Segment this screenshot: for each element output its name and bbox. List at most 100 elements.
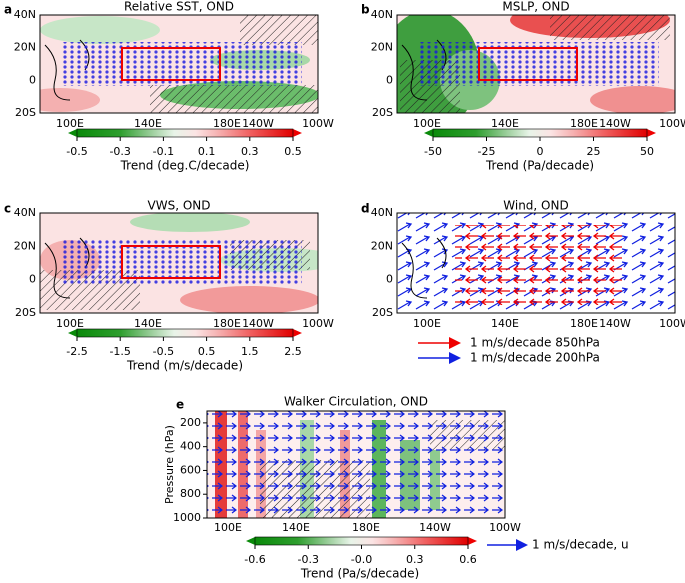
colorbar-label: Trend (Pa/decade) bbox=[485, 159, 594, 173]
colorbar-tick-label: 0 bbox=[537, 145, 544, 158]
lon-label: 100E bbox=[413, 117, 441, 130]
lon-label: 140E bbox=[282, 521, 310, 534]
map-frame bbox=[39, 212, 319, 314]
legend-label: 1 m/s/decade, u bbox=[532, 538, 629, 552]
map-frame bbox=[396, 212, 676, 314]
colorbar-tick-label: 0.1 bbox=[198, 145, 216, 158]
lon-label: 140E bbox=[491, 317, 519, 330]
colorbar-label: Trend (m/s/decade) bbox=[126, 359, 243, 373]
section-field bbox=[207, 411, 505, 518]
colorbar-tick-label: -2.5 bbox=[66, 345, 87, 358]
lon-label: 180E bbox=[352, 521, 380, 534]
map-field bbox=[40, 213, 318, 313]
lon-label: 100W bbox=[659, 117, 685, 130]
colorbar-tick-label: -0.5 bbox=[153, 345, 174, 358]
lat-label: 40N bbox=[371, 206, 393, 219]
lon-label: 180E bbox=[570, 317, 598, 330]
lon-label: 140W bbox=[242, 117, 274, 130]
lon-label: 140E bbox=[134, 317, 162, 330]
lon-label: 140E bbox=[134, 117, 162, 130]
lat-label: 0 bbox=[29, 273, 36, 286]
lat-label: 0 bbox=[29, 73, 36, 86]
colorbar-tick-label: -0.3 bbox=[109, 145, 130, 158]
y-tick-label: 800 bbox=[180, 487, 201, 500]
lat-label: 20N bbox=[14, 239, 36, 252]
colorbar-tick-label: 0.3 bbox=[241, 145, 259, 158]
legend-arrows bbox=[418, 337, 528, 551]
panel-label: b bbox=[361, 3, 370, 17]
colorbar-tick-label: 25 bbox=[587, 145, 601, 158]
y-tick-label: 600 bbox=[180, 463, 201, 476]
lon-label: 100E bbox=[413, 317, 441, 330]
colorbar-tick-label: -0.5 bbox=[66, 145, 87, 158]
lat-label: 0 bbox=[386, 73, 393, 86]
lat-label: 20N bbox=[371, 239, 393, 252]
lon-label: 180E bbox=[213, 117, 241, 130]
panel-title: Relative SST, OND bbox=[124, 0, 234, 14]
lon-label: 100E bbox=[56, 317, 84, 330]
lon-label: 140W bbox=[242, 317, 274, 330]
lat-label: 40N bbox=[14, 8, 36, 21]
colorbar-tick-label: -50 bbox=[424, 145, 442, 158]
y-tick-label: 200 bbox=[180, 416, 201, 429]
colorbar-tick-label: -0.0 bbox=[351, 553, 372, 566]
lon-label: 100E bbox=[214, 521, 242, 534]
map-frame bbox=[206, 410, 506, 519]
lat-label: 20S bbox=[372, 106, 393, 119]
panel-title: Walker Circulation, OND bbox=[284, 395, 428, 409]
lat-label: 40N bbox=[371, 8, 393, 21]
y-tick-label: 1000 bbox=[173, 511, 201, 524]
colorbar-tick-label: 0.5 bbox=[198, 345, 216, 358]
legend-label: 1 m/s/decade 850hPa bbox=[470, 336, 600, 350]
panel-title: Wind, OND bbox=[503, 199, 568, 213]
panel-label: a bbox=[4, 3, 12, 17]
lon-label: 100E bbox=[56, 117, 84, 130]
colorbar-tick-label: 50 bbox=[640, 145, 654, 158]
colorbar-tick-label: -0.3 bbox=[298, 553, 319, 566]
lon-label: 180E bbox=[213, 317, 241, 330]
lon-label: 100W bbox=[302, 117, 334, 130]
lon-label: 140W bbox=[599, 317, 631, 330]
lat-label: 20S bbox=[15, 106, 36, 119]
colorbar-tick-label: -1.5 bbox=[109, 345, 130, 358]
colorbar-tick-label: -0.1 bbox=[153, 145, 174, 158]
map-field bbox=[397, 15, 675, 113]
map-field bbox=[40, 15, 318, 113]
colorbar-tick-label: 1.5 bbox=[241, 345, 259, 358]
lat-label: 20S bbox=[372, 306, 393, 319]
panel-label: d bbox=[361, 202, 370, 216]
colorbar-frame bbox=[76, 128, 294, 138]
colorbar-tick-label: 2.5 bbox=[284, 345, 302, 358]
panel-title: VWS, OND bbox=[148, 199, 211, 213]
colorbar-frame bbox=[76, 328, 294, 338]
lon-label: 140W bbox=[419, 521, 451, 534]
colorbar-tick-label: 0.5 bbox=[284, 145, 302, 158]
colorbar-tick-label: -25 bbox=[478, 145, 496, 158]
y-tick-label: 400 bbox=[180, 440, 201, 453]
colorbar-tick-label: 0.6 bbox=[459, 553, 477, 566]
lon-label: 100W bbox=[489, 521, 521, 534]
map-frame bbox=[396, 14, 676, 114]
lon-label: 140E bbox=[491, 117, 519, 130]
colorbar-tick-label: 0.3 bbox=[406, 553, 424, 566]
lat-label: 20S bbox=[15, 306, 36, 319]
panel-label: e bbox=[176, 398, 184, 412]
colorbar-swatches bbox=[68, 129, 656, 545]
lon-label: 100W bbox=[302, 317, 334, 330]
colorbar-label: Trend (deg.C/decade) bbox=[120, 159, 250, 173]
lon-label: 100W bbox=[659, 317, 685, 330]
panel-title: MSLP, OND bbox=[502, 0, 569, 14]
map-frame bbox=[39, 14, 319, 114]
lat-label: 0 bbox=[386, 273, 393, 286]
legend-label: 1 m/s/decade 200hPa bbox=[470, 351, 600, 365]
lon-label: 140W bbox=[599, 117, 631, 130]
lon-label: 180E bbox=[570, 117, 598, 130]
colorbar-tick-label: -0.6 bbox=[244, 553, 265, 566]
map-field bbox=[397, 213, 675, 313]
panel-label: c bbox=[4, 202, 11, 216]
lat-label: 40N bbox=[14, 206, 36, 219]
lat-label: 20N bbox=[14, 41, 36, 54]
y-axis-label: Pressure (hPa) bbox=[163, 425, 176, 504]
colorbar-label: Trend (Pa/s/decade) bbox=[300, 567, 419, 580]
